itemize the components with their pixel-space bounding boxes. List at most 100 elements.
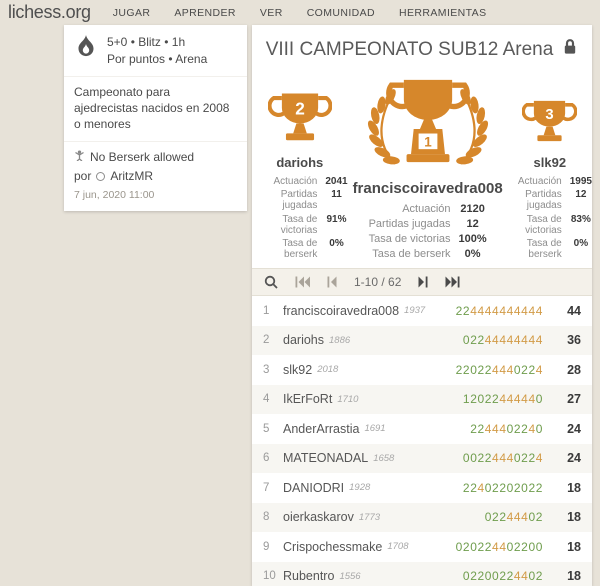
row-rank: 4: [263, 393, 270, 406]
row-player-rating: 1928: [349, 482, 371, 494]
table-row[interactable]: 5 AnderArrastia 1691 2244402240 24: [252, 414, 592, 444]
podium-player-name-second[interactable]: dariohs: [276, 154, 324, 170]
organizer-name[interactable]: AritzMR: [110, 168, 154, 183]
tournament-time-control: 5+0 • Blitz • 1h: [107, 35, 186, 49]
row-player-name[interactable]: MATEONADAL: [283, 451, 369, 466]
row-total-score: 44: [567, 303, 581, 318]
stat-value: 12: [575, 189, 587, 200]
stat-label: Partidas jugadas: [525, 189, 562, 211]
podium-stats-first: Actuación 2120 Partidas jugadas 12 Tasa …: [369, 203, 487, 260]
row-score-sheet: 00224440224: [462, 451, 543, 466]
row-player-rating: 1691: [364, 423, 386, 435]
row-player-name[interactable]: DANIODRI: [283, 480, 345, 495]
user-status-icon: [96, 171, 106, 181]
row-rank: 9: [263, 540, 270, 553]
row-rank: 3: [263, 363, 270, 376]
row-player-rating: 1937: [404, 305, 426, 317]
stat-value: 0%: [329, 238, 344, 249]
podium-first-place: 1 franciscoiravedra008 Actuación 2120 Pa…: [352, 71, 504, 260]
row-score-sheet: 224444444444: [455, 303, 543, 318]
stat-label: Tasa de berserk: [282, 238, 318, 260]
row-player-name[interactable]: slk92: [283, 362, 313, 377]
row-player-name[interactable]: dariohs: [283, 333, 324, 348]
stat-label: Partidas jugadas: [368, 218, 451, 230]
trophy-2-icon: 2: [267, 89, 333, 152]
row-total-score: 18: [567, 539, 581, 554]
row-score-sheet: 02244444444: [462, 333, 543, 348]
row-player-rating: 1556: [339, 570, 361, 582]
tournament-card-footer: No Berserk allowed por AritzMR 7 jun, 20…: [64, 141, 247, 210]
standings-table: 1 franciscoiravedra008 1937 224444444444…: [252, 296, 592, 586]
stat-value: 0%: [464, 248, 481, 260]
row-total-score: 24: [567, 421, 581, 436]
nav-menu-item[interactable]: VER: [259, 7, 283, 19]
tournament-date: 7 jun, 2020 11:00: [74, 188, 155, 201]
podium-second-place: 2 dariohs Actuación 2041 Partidas jugada…: [252, 89, 348, 260]
stat-label: Actuación: [273, 175, 318, 187]
table-row[interactable]: 9 Crispochessmake 1708 020224402200 18: [252, 532, 592, 562]
row-score-sheet: 02200224402: [462, 569, 543, 584]
row-player-name[interactable]: IkErFoRt: [283, 392, 333, 407]
nav-menu-item[interactable]: HERRAMIENTAS: [399, 7, 487, 19]
stat-label: Tasa de victorias: [525, 213, 562, 236]
trophy-1-laurel-icon: 1: [352, 71, 504, 176]
stat-label: Actuación: [517, 175, 562, 187]
row-score-sheet: 2244402240: [470, 421, 543, 436]
podium: 2 dariohs Actuación 2041 Partidas jugada…: [252, 67, 592, 268]
table-row[interactable]: 7 DANIODRI 1928 22402202022 18: [252, 473, 592, 503]
row-player-rating: 1773: [358, 511, 381, 523]
stat-value: 2041: [325, 175, 348, 187]
prev-page-button[interactable]: [327, 276, 337, 288]
row-player-name[interactable]: oierkaskarov: [283, 510, 354, 525]
table-row[interactable]: 8 oierkaskarov 1773 02244402 18: [252, 502, 592, 532]
next-page-button[interactable]: [418, 276, 428, 288]
stat-label: Tasa de berserk: [372, 248, 451, 260]
top-nav: lichess.org JUGAR APRENDER VER COMUNIDAD…: [0, 0, 600, 24]
svg-text:1: 1: [424, 134, 432, 149]
trophy-3-icon: 3: [521, 97, 578, 152]
table-row[interactable]: 1 franciscoiravedra008 1937 224444444444…: [252, 296, 592, 326]
row-player-name[interactable]: Rubentro: [283, 569, 335, 584]
row-player-rating: 2018: [317, 364, 339, 376]
table-row[interactable]: 2 dariohs 1886 02244444444 36: [252, 325, 592, 355]
lock-icon: [562, 38, 578, 61]
stat-label: Tasa de victorias: [280, 213, 318, 236]
row-player-rating: 1658: [373, 452, 395, 464]
nav-menu-item[interactable]: JUGAR: [112, 7, 151, 19]
first-page-button[interactable]: [295, 276, 310, 288]
row-total-score: 18: [567, 569, 581, 584]
row-score-sheet: 02244402: [484, 510, 543, 525]
lichess-logo[interactable]: lichess.org: [8, 1, 91, 22]
stat-value: 2120: [460, 203, 485, 215]
last-page-button[interactable]: [445, 276, 460, 288]
page-title: VIII CAMPEONATO SUB12 Arena: [265, 38, 554, 60]
stat-label: Tasa de victorias: [368, 233, 451, 245]
tournament-card-header: 5+0 • Blitz • 1h Por puntos • Arena: [64, 25, 247, 76]
row-player-name[interactable]: AnderArrastia: [283, 421, 360, 436]
nav-menu-item[interactable]: COMUNIDAD: [306, 7, 376, 19]
berserk-note: No Berserk allowed: [90, 150, 195, 165]
pagination-range: 1-10 / 62: [354, 275, 402, 289]
row-player-name[interactable]: franciscoiravedra008: [283, 303, 400, 318]
row-score-sheet: 020224402200: [455, 539, 543, 554]
nav-menu-item[interactable]: APRENDER: [174, 7, 236, 19]
svg-text:3: 3: [546, 106, 554, 122]
tournament-description: Campeonato para ajedrecistas nacidos en …: [64, 75, 247, 142]
podium-player-name-first[interactable]: franciscoiravedra008: [352, 180, 503, 197]
row-score-sheet: 22402202022: [462, 480, 543, 495]
stat-label: Tasa de berserk: [526, 238, 562, 260]
table-row[interactable]: 4 IkErFoRt 1710 12022444440 27: [252, 384, 592, 414]
row-rank: 10: [263, 570, 276, 583]
table-row[interactable]: 3 slk92 2018 220224440224 28: [252, 355, 592, 385]
row-player-name[interactable]: Crispochessmake: [283, 539, 383, 554]
row-total-score: 36: [567, 333, 581, 348]
tournament-title-row: VIII CAMPEONATO SUB12 Arena: [252, 25, 592, 67]
search-icon[interactable]: [264, 275, 278, 289]
berserk-icon: [74, 148, 85, 167]
table-row[interactable]: 6 MATEONADAL 1658 00224440224 24: [252, 443, 592, 473]
table-row[interactable]: 10 Rubentro 1556 02200224402 18: [252, 561, 592, 586]
podium-player-name-third[interactable]: slk92: [533, 154, 567, 170]
row-rank: 6: [263, 452, 270, 465]
podium-third-place: 3 slk92 Actuación 1995 Partidas jugadas …: [508, 97, 592, 260]
row-score-sheet: 12022444440: [462, 392, 543, 407]
